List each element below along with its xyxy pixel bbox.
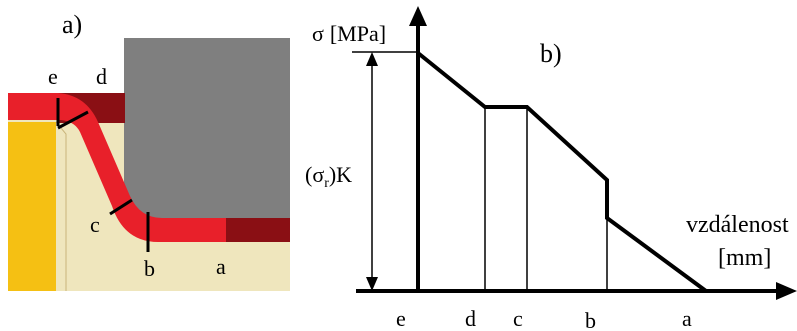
dimension-arrow-top: [366, 52, 378, 66]
point-label-b: b: [144, 256, 155, 281]
panel-b-stress-plot: σ [MPa] b) (σr)K vzdálenost [mm] e d c b …: [305, 6, 797, 331]
y-axis-label: σ [MPa]: [312, 21, 386, 46]
y-axis-unit: [MPa]: [330, 21, 386, 46]
die-block: [124, 38, 290, 218]
sheet-flange-dark-right: [226, 218, 290, 242]
dimension-arrow-bottom: [366, 277, 378, 291]
stress-curve: [416, 51, 708, 293]
point-label-a: a: [216, 254, 226, 279]
x-tick-label-c: c: [513, 306, 523, 331]
punch-block: [8, 122, 56, 291]
value-label-subscript: r: [324, 176, 329, 191]
value-label-base: (σ: [305, 162, 324, 187]
x-axis-label: vzdálenost: [686, 212, 789, 238]
x-tick-label-b: b: [585, 308, 596, 331]
point-label-d: d: [96, 64, 107, 89]
panel-b-label: b): [540, 39, 562, 68]
panel-a-label: a): [62, 10, 82, 39]
x-tick-label-d: d: [465, 306, 476, 331]
y-axis-arrowhead: [409, 6, 427, 26]
x-axis-unit: [mm]: [718, 245, 771, 271]
y-axis-symbol: σ: [312, 21, 324, 46]
panel-a-cross-section: a) e d c b a: [8, 10, 290, 291]
x-axis-arrowhead: [776, 282, 797, 300]
x-tick-label-e: e: [396, 306, 406, 331]
value-label-end: )K: [329, 162, 352, 187]
point-label-c: c: [90, 212, 100, 237]
value-label: (σr)K: [305, 162, 352, 191]
sheet-metal-strip: [8, 93, 226, 242]
marker-c-line: [109, 198, 133, 216]
marker-d-line: [57, 110, 89, 130]
x-tick-label-a: a: [682, 306, 692, 331]
point-label-e: e: [48, 64, 58, 89]
